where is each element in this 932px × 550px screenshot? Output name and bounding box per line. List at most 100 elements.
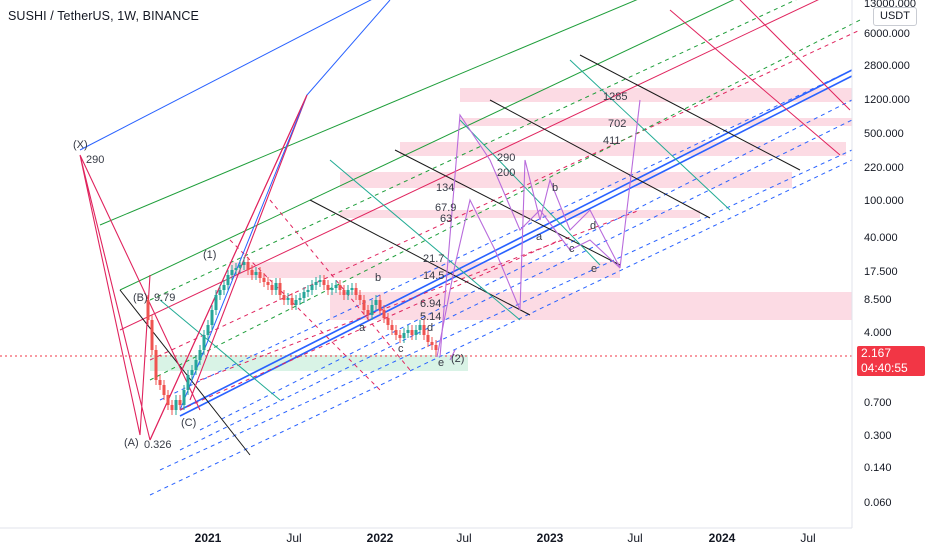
candle-body	[210, 310, 214, 325]
candle-body	[190, 370, 194, 375]
candle-body	[394, 330, 398, 335]
x-tick-label: 2021	[195, 531, 222, 545]
candle-body	[198, 350, 202, 360]
candle-body	[386, 318, 390, 325]
y-tick-label: 40.000	[864, 232, 898, 244]
drawing-lines	[0, 0, 861, 496]
channel-blue-dashed	[149, 159, 853, 496]
pitchfork-blue-outer	[179, 0, 391, 411]
candle-body	[154, 350, 158, 380]
candle-body	[150, 320, 154, 350]
perp-black	[489, 99, 711, 219]
candle-body	[270, 285, 274, 290]
candle-body	[418, 325, 422, 330]
candle-body	[278, 283, 282, 295]
wave-label: 290	[497, 152, 515, 164]
y-tick-label: 4.000	[864, 327, 892, 339]
wave-label: 1285	[603, 91, 627, 103]
annotation-labels: (X) 290 (B) 9.79 (A) 0.326 (C) (1) b a c d e (2) 21.7 1…	[73, 91, 627, 451]
candle-body	[314, 282, 318, 285]
candle-body	[330, 288, 334, 290]
candle-body	[362, 300, 366, 310]
perp-black	[119, 289, 251, 456]
candle-body	[398, 335, 402, 338]
wave-label: (2)	[451, 353, 464, 365]
channel-blue-dashed	[159, 149, 853, 471]
currency-unit-button[interactable]: USDT	[873, 7, 917, 26]
wave-label: c	[569, 243, 575, 255]
supply-zone	[230, 262, 620, 278]
candle-body	[206, 325, 210, 335]
wave-projection	[619, 99, 641, 269]
candle-body	[158, 380, 162, 385]
candle-body	[218, 290, 222, 295]
candle-body	[390, 325, 394, 330]
candle-body	[422, 325, 426, 335]
median-line-blue	[179, 75, 853, 417]
supply-zone	[400, 142, 846, 156]
candle-body	[414, 330, 418, 335]
x-tick-label: Jul	[800, 531, 815, 545]
candle-body	[266, 282, 270, 285]
candle-body	[238, 265, 242, 268]
perp-teal	[329, 159, 521, 321]
wave-label: (A)	[124, 437, 139, 449]
channel-red-dashed	[149, 29, 861, 361]
wave-label: 63	[440, 213, 452, 225]
x-tick-label: 2024	[709, 531, 736, 545]
channel-red-dashed	[199, 209, 641, 381]
candle-body	[410, 330, 414, 335]
wave-label: 0.326	[144, 439, 172, 451]
candle-body	[426, 335, 430, 342]
y-tick-label: 13000.000	[864, 0, 916, 10]
perp-red	[669, 9, 841, 156]
demand-zone	[150, 355, 468, 371]
pitchfork-handle	[79, 94, 308, 441]
candle-body	[222, 285, 226, 290]
candle-body	[342, 290, 346, 295]
candle-body	[254, 272, 258, 275]
last-price-value: 2.167	[861, 346, 892, 360]
candles	[146, 257, 438, 415]
candle-body	[182, 390, 186, 405]
x-tick-label: Jul	[286, 531, 301, 545]
wave-label: 411	[603, 135, 621, 147]
wave-label: b	[552, 182, 558, 194]
wave-label: (X)	[73, 139, 88, 151]
y-tick-label: 0.700	[864, 397, 892, 409]
last-price-tag: 2.167 04:40:55	[857, 346, 925, 376]
channel-blue-dashed	[199, 99, 853, 431]
y-tick-label: 17.500	[864, 266, 898, 278]
candle-body	[202, 335, 206, 350]
perp-teal	[459, 119, 601, 266]
candle-body	[350, 288, 354, 290]
candle-body	[194, 360, 198, 370]
perp-black	[579, 54, 801, 171]
perp-teal	[569, 59, 731, 211]
candle-body	[298, 298, 302, 300]
candle-body	[162, 385, 166, 395]
candle-body	[286, 298, 290, 300]
candle-body	[306, 290, 310, 292]
candle-body	[242, 262, 246, 265]
candle-body	[406, 330, 410, 333]
candle-body	[378, 300, 382, 310]
y-tick-label: 100.000	[864, 195, 904, 207]
wave-label: 702	[608, 118, 626, 130]
candle-body	[250, 270, 254, 275]
wave-label: 14.5	[423, 270, 444, 282]
perp-red	[739, 0, 851, 111]
wave-paths	[436, 99, 641, 361]
x-tick-label: 2023	[537, 531, 564, 545]
perp-teal	[159, 299, 281, 401]
symbol-title: SUSHI / TetherUS, 1W, BINANCE	[8, 9, 199, 23]
wave-label: c	[398, 343, 404, 355]
y-tick-label: 6000.000	[864, 28, 910, 40]
wave-label: a	[536, 231, 543, 243]
wave-label: a	[359, 322, 366, 334]
wave-label: (B)	[133, 292, 148, 304]
candle-body	[434, 345, 438, 350]
candle-body	[274, 283, 278, 290]
